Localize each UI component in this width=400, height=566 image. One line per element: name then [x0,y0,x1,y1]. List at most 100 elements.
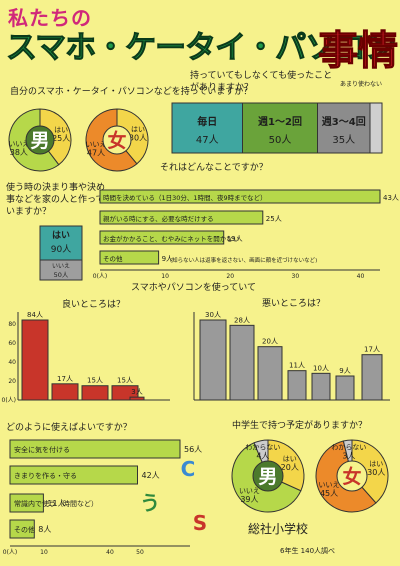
usage-bar-2 [317,102,371,154]
q2-title: 持っていてもしなくても使ったことがありますか？ [190,71,333,93]
good-bar-value-3: 15人 [117,377,133,385]
pie-own-boys-center-label: 男 [30,130,49,152]
rules-bar-value-0: 43人 [383,194,399,202]
pie-plan-girls-slice-0 [351,439,389,504]
pie-own-girls-slice-label-0: はい [131,125,145,133]
bad-bar-3 [287,370,307,401]
pie-own-girls-slice-0 [116,108,149,165]
usage-bar-value-1: 50人 [269,134,292,146]
bad-bar-1 [229,324,255,401]
usage-bar-value-2: 35人 [332,134,355,146]
rules-bar-category-1: 親がいる時にする、必要な時だけする [103,214,214,223]
usage-bar-category-2: 週3〜4回 [322,116,366,128]
pie-plan-girls-slice-value-1: 45人 [320,489,338,498]
inset-no-value: 50人 [54,271,69,279]
good-tick-4: 80 [8,321,16,328]
q3-title: 使う時の決まり事や決め事などを家の人と作っていますか？ [6,183,106,217]
inset-no-label: いいえ [52,263,70,270]
q4-heading: スマホやパソコンを使っていて [131,283,257,293]
how-bar-value-3: 8人 [38,525,51,534]
rules-bar-category-0: 時間を決めている（1日30分、1時間、夜9時までなど） [103,193,267,202]
bad-bar-value-5: 9人 [339,367,350,375]
q7-title: 中学生で持つ予定がありますか？ [232,421,368,431]
rules-bar-1 [99,210,264,225]
bad-bar-value-2: 20人 [262,338,278,346]
pie-plan-girls-slice-label-2: わからない [331,443,366,451]
pie-plan-girls-slice-label-0: はい [369,460,383,468]
pie-plan-girls-center-label: 女 [342,465,361,488]
how-bar-value-2: 11人 [47,499,65,508]
rules-bar-value-3: 9人 [162,255,173,263]
rules-bar-3 [99,250,160,265]
usage-bar-category-3: あまり使わない [340,80,382,88]
good-bar-value-0: 84人 [27,311,43,319]
good-bar-3 [111,385,139,401]
sns-letter-0: C [181,457,196,481]
school-name: 総社小学校 [248,522,309,536]
bad-bar-4 [311,372,331,401]
pie-plan-boys-slice-value-1: 39人 [240,495,258,504]
good-bar-value-2: 15人 [87,377,103,385]
good-bar-0 [21,319,49,401]
pie-plan-boys-slice-value-0: 20人 [281,463,299,472]
rules-bar-value-2: 19人 [227,235,243,243]
title-prefix: 私たちの [8,6,92,30]
pie-plan-girls-slice-label-1: いいえ [319,481,340,489]
bad-bar-value-1: 28人 [234,316,250,324]
usage-bar-value-0: 47人 [196,134,219,146]
rules-bar-2 [99,230,225,245]
bad-bar-value-0: 30人 [205,311,221,319]
how-tick-3: 50 [136,549,144,556]
pie-plan-girls-slice-value-0: 30人 [367,468,385,477]
how-tick-2: 40 [106,549,114,556]
good-bar-2 [81,385,109,401]
how-bar-category-3: その他 [14,525,35,534]
pie-own-boys-slice-label-1: いいえ [8,140,29,148]
how-bar-0 [9,439,181,459]
pie-plan-boys-slice-value-2: 4人 [256,452,269,461]
good-bar-value-4: 3人 [131,388,142,396]
title-main: スマホ・ケータイ・パソコン [5,30,396,67]
q3-question: それはどんなことですか？ [160,163,268,173]
bad-bar-value-6: 17人 [364,346,380,354]
pie-own-girls-center [102,125,132,155]
pie-own-boys-slice-value-0: 25人 [52,134,70,143]
rules-bar-value-1: 25人 [266,215,282,223]
pie-plan-boys-center-label: 男 [258,466,277,488]
usage-bar-category-0: 毎日 [197,115,217,128]
good-tick-1: 20 [8,378,16,385]
good-bar-1 [51,383,79,401]
q6-title: どのように使えばよいですか？ [6,423,132,433]
rules-bar-category-3: その他 [103,254,123,263]
pie-own-girls-slice-value-0: 30人 [129,133,147,142]
good-tick-3: 60 [8,340,16,347]
good-bar-4 [129,396,145,401]
q5-title: 悪いところは？ [262,299,326,309]
pie-own-girls-slice-label-1: いいえ [86,141,107,149]
rules-tick-2: 20 [226,273,234,280]
pie-plan-girls-slice-value-2: 3人 [342,451,355,460]
pie-own-boys-slice-value-1: 38人 [10,148,28,157]
inset-no-box [39,259,83,281]
pie-plan-boys-slice-label-1: いいえ [239,487,260,495]
rules-tick-3: 30 [292,273,300,280]
bad-bar-6 [361,354,383,401]
title-suffix: 事情 [318,28,399,75]
q4-title: 良いところは？ [62,300,126,310]
pie-own-boys-slice-0 [39,108,72,166]
rules-tick-0: 0(人) [93,273,108,280]
how-bar-value-1: 42人 [142,471,160,480]
sns-letter-2: S [193,511,207,535]
good-tick-0: 0(人) [2,397,17,404]
q1-title: 自分のスマホ・ケータイ・パソコンなどを持っていますか？ [10,87,253,97]
rules-bar-category-2: お金がかかること、むやみにネットを開かない [103,234,239,243]
how-bar-value-0: 56人 [184,445,202,454]
usage-bar-3 [369,102,383,154]
good-tick-2: 40 [8,359,16,366]
how-tick-1: 10 [40,549,48,556]
how-bar-3 [9,519,35,539]
usage-bar-0 [171,102,243,154]
usage-bar-category-1: 週1〜2回 [258,116,302,128]
